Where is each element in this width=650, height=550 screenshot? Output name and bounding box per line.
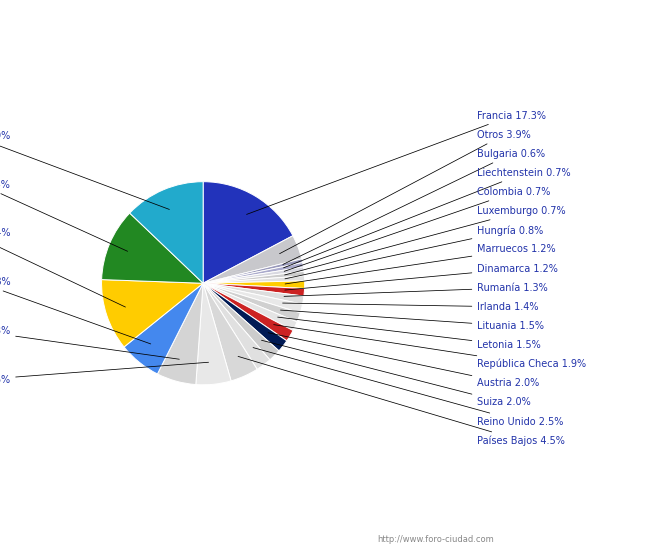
Wedge shape: [101, 279, 203, 347]
Wedge shape: [203, 236, 302, 283]
Text: Austria 2.0%: Austria 2.0%: [268, 333, 540, 388]
Wedge shape: [203, 271, 304, 283]
Text: Dinamarca 1.2%: Dinamarca 1.2%: [285, 263, 558, 290]
Text: Suiza 2.0%: Suiza 2.0%: [261, 340, 531, 408]
Text: Países Bajos 4.5%: Países Bajos 4.5%: [238, 356, 566, 446]
Wedge shape: [203, 259, 302, 283]
Wedge shape: [203, 182, 293, 283]
Text: Luxemburgo 0.7%: Luxemburgo 0.7%: [285, 206, 566, 275]
Wedge shape: [124, 283, 203, 374]
Text: Bulgaria 0.6%: Bulgaria 0.6%: [283, 149, 545, 265]
Text: República Checa 1.9%: República Checa 1.9%: [274, 324, 586, 370]
Wedge shape: [203, 283, 287, 351]
Wedge shape: [203, 276, 305, 283]
Wedge shape: [203, 283, 293, 341]
Text: Liechtenstein 0.7%: Liechtenstein 0.7%: [283, 168, 571, 268]
Wedge shape: [203, 283, 302, 313]
Wedge shape: [203, 283, 305, 296]
Text: Marruecos 1.2%: Marruecos 1.2%: [285, 245, 556, 284]
Text: Polonia 6.8%: Polonia 6.8%: [0, 277, 151, 344]
Text: Portugal 12.9%: Portugal 12.9%: [0, 131, 170, 210]
Wedge shape: [196, 283, 231, 385]
Text: Rumanía 1.3%: Rumanía 1.3%: [284, 283, 548, 296]
Wedge shape: [203, 283, 300, 322]
Wedge shape: [203, 283, 270, 369]
Wedge shape: [203, 283, 304, 304]
Wedge shape: [203, 281, 305, 289]
Text: Italia 11.6%: Italia 11.6%: [0, 180, 127, 251]
Wedge shape: [203, 262, 304, 283]
Wedge shape: [203, 267, 304, 283]
Wedge shape: [130, 182, 203, 283]
Text: Suecia 5.6%: Suecia 5.6%: [0, 362, 209, 385]
Wedge shape: [157, 283, 203, 384]
Text: Colombia 0.7%: Colombia 0.7%: [284, 187, 551, 271]
Text: Miranda de Ebro - Turistas extranjeros según país - Abril de 2024: Miranda de Ebro - Turistas extranjeros s…: [81, 16, 569, 29]
Wedge shape: [101, 213, 203, 283]
Text: Letonia 1.5%: Letonia 1.5%: [278, 317, 541, 350]
Text: Lituania 1.5%: Lituania 1.5%: [281, 310, 544, 331]
Wedge shape: [203, 283, 279, 360]
Text: Alemania 11.4%: Alemania 11.4%: [0, 228, 125, 307]
Text: Otros 3.9%: Otros 3.9%: [280, 130, 531, 254]
Wedge shape: [203, 283, 297, 331]
Text: Reino Unido 2.5%: Reino Unido 2.5%: [253, 348, 564, 427]
Wedge shape: [203, 283, 257, 381]
Text: http://www.foro-ciudad.com: http://www.foro-ciudad.com: [377, 536, 494, 544]
Text: Hungría 0.8%: Hungría 0.8%: [285, 225, 543, 279]
Text: Bélgica 6.3%: Bélgica 6.3%: [0, 326, 179, 359]
Text: Irlanda 1.4%: Irlanda 1.4%: [283, 302, 539, 312]
Text: Francia 17.3%: Francia 17.3%: [246, 111, 547, 214]
